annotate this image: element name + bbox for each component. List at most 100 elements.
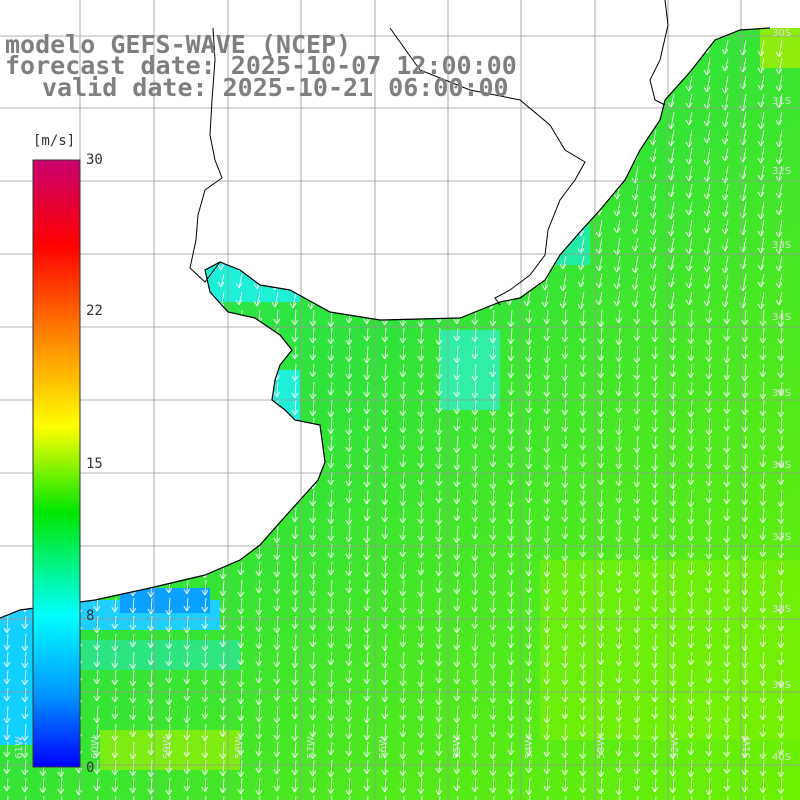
- wind-arrow: [705, 579, 713, 594]
- wind-arrow: [235, 291, 243, 306]
- wind-arrow: [345, 345, 353, 363]
- wind-arrow: [597, 669, 605, 688]
- wind-arrow: [667, 147, 675, 164]
- wind-arrow: [453, 579, 461, 595]
- wind-arrow: [327, 453, 335, 469]
- lat-label: 37S: [772, 532, 792, 543]
- wind-arrow: [381, 507, 389, 523]
- wind-arrow: [559, 273, 567, 292]
- wind-arrow: [453, 723, 461, 741]
- wind-arrow: [741, 345, 749, 360]
- wind-arrow: [309, 309, 317, 327]
- wind-arrow: [489, 507, 497, 524]
- wind-arrow: [183, 705, 191, 724]
- wind-arrow: [741, 525, 749, 540]
- wind-arrow: [273, 561, 281, 578]
- lat-label: 40S: [772, 752, 792, 763]
- wind-arrow: [435, 453, 443, 470]
- wind-arrow: [363, 471, 371, 488]
- wind-arrow: [631, 183, 639, 201]
- wind-arrow: [741, 543, 749, 562]
- wind-arrow: [759, 579, 767, 597]
- wind-arrow: [777, 633, 785, 649]
- wind-arrow: [489, 453, 497, 468]
- wind-arrow: [471, 561, 479, 579]
- wind-arrow: [489, 579, 497, 597]
- wind-arrow: [577, 291, 585, 310]
- wind-arrow: [757, 219, 765, 237]
- wind-arrow: [615, 453, 623, 470]
- wind-arrow: [577, 237, 585, 254]
- wind-arrow: [309, 363, 317, 378]
- wind-arrow: [471, 417, 479, 433]
- wind-arrow: [759, 399, 767, 417]
- wind-arrow: [615, 633, 623, 650]
- wind-arrow: [93, 705, 101, 724]
- wind-arrow: [705, 363, 713, 380]
- wind-arrow: [309, 507, 317, 524]
- wind-arrow: [21, 615, 29, 630]
- wind-arrow: [721, 93, 729, 111]
- wind-arrow: [453, 525, 461, 544]
- wind-arrow: [489, 669, 497, 687]
- wind-arrow: [687, 579, 695, 598]
- wind-arrow: [327, 327, 335, 345]
- wind-arrow: [633, 669, 641, 685]
- wind-arrow: [471, 363, 479, 382]
- wind-arrow: [651, 309, 659, 326]
- wind-arrow: [417, 489, 425, 508]
- wind-arrow: [703, 201, 711, 217]
- wind-arrow: [543, 633, 551, 651]
- wind-arrow: [435, 507, 443, 526]
- wind-arrow: [453, 561, 461, 578]
- wind-arrow: [723, 435, 731, 454]
- wind-arrow: [327, 615, 335, 632]
- wind-arrow: [237, 579, 245, 598]
- wind-arrow: [669, 417, 677, 434]
- wind-arrow: [687, 327, 695, 345]
- wind-arrow: [561, 345, 569, 360]
- wind-arrow: [579, 453, 587, 468]
- lon-label: 60W: [89, 736, 101, 759]
- wind-arrow: [327, 435, 335, 452]
- wind-arrow: [579, 723, 587, 738]
- wind-arrow: [685, 183, 693, 199]
- wind-arrow: [669, 453, 677, 468]
- wind-arrow: [651, 579, 659, 596]
- wind-arrow: [417, 399, 425, 418]
- wind-arrow: [597, 489, 605, 508]
- wind-arrow: [471, 453, 479, 472]
- wind-arrow: [597, 651, 605, 666]
- wind-arrow: [399, 507, 407, 524]
- wind-arrow: [489, 687, 497, 704]
- wind-arrow: [721, 237, 729, 252]
- wind-arrow: [435, 579, 443, 594]
- wind-arrow: [309, 525, 317, 541]
- wind-arrow: [777, 669, 785, 688]
- lon-label: 61W: [13, 736, 25, 759]
- wind-arrow: [219, 723, 227, 738]
- wind-arrow: [291, 525, 299, 540]
- wind-arrow: [721, 201, 729, 218]
- wind-arrow: [687, 417, 695, 435]
- wind-arrow: [739, 75, 747, 90]
- wind-arrow: [739, 237, 747, 253]
- wind-arrow: [129, 597, 137, 614]
- wind-arrow: [507, 399, 515, 418]
- wind-arrow: [129, 651, 137, 670]
- wind-arrow: [309, 723, 317, 738]
- wind-arrow: [525, 651, 533, 667]
- wind-arrow: [3, 705, 11, 724]
- wind-arrow: [633, 597, 641, 612]
- wind-arrow: [687, 363, 695, 379]
- wind-arrow: [687, 507, 695, 525]
- wind-arrow: [345, 651, 353, 667]
- wind-arrow: [739, 201, 747, 219]
- wind-arrow: [543, 363, 551, 381]
- wind-arrow: [165, 723, 173, 740]
- wind-arrow: [417, 471, 425, 486]
- wind-arrow: [633, 381, 641, 398]
- wind-arrow: [363, 597, 371, 612]
- wind-arrow: [741, 363, 749, 382]
- wind-arrow: [435, 381, 443, 397]
